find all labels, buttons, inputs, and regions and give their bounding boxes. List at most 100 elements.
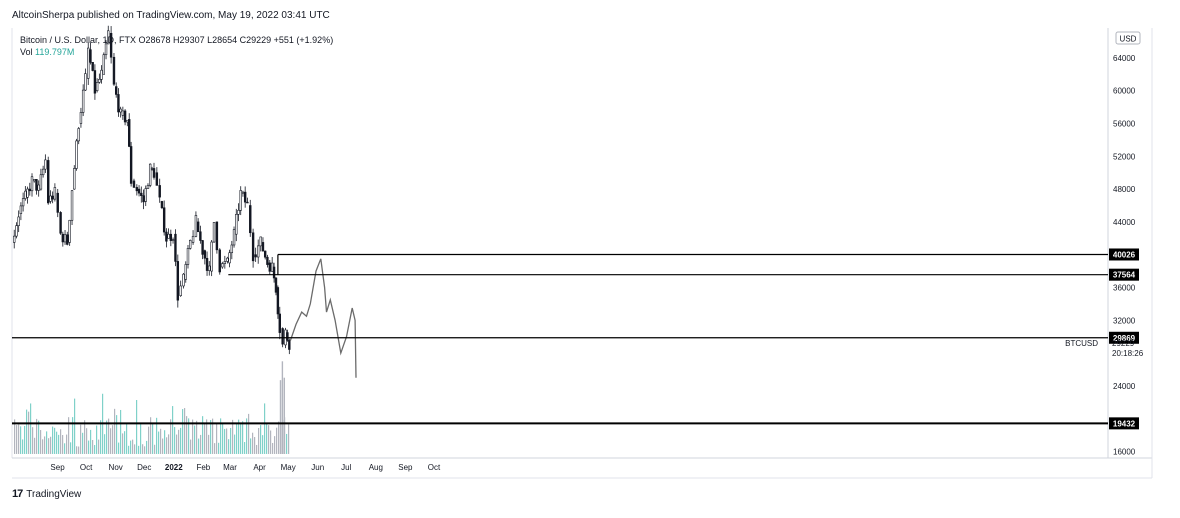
candle[interactable] [84, 73, 87, 91]
candle[interactable] [137, 188, 141, 194]
candle[interactable] [246, 201, 249, 204]
tradingview-footer[interactable]: 17 TradingView [12, 488, 81, 500]
candle[interactable] [117, 94, 120, 113]
candle[interactable] [135, 187, 139, 192]
candle[interactable] [81, 89, 85, 113]
candle[interactable] [274, 277, 278, 293]
candle[interactable] [241, 191, 245, 194]
candle[interactable] [171, 239, 175, 241]
candle[interactable] [266, 256, 269, 265]
candle[interactable] [212, 222, 216, 243]
candle[interactable] [208, 265, 211, 271]
candle[interactable] [68, 219, 71, 243]
candle[interactable] [91, 62, 94, 71]
candle[interactable] [223, 261, 227, 264]
projection-path[interactable] [289, 258, 357, 378]
candle[interactable] [158, 185, 161, 198]
candle[interactable] [114, 86, 118, 95]
candle[interactable] [61, 233, 65, 243]
candle[interactable] [66, 234, 69, 245]
candle[interactable] [288, 340, 291, 350]
candle[interactable] [186, 248, 190, 265]
candle[interactable] [129, 146, 133, 184]
candle[interactable] [263, 250, 267, 258]
candle[interactable] [51, 195, 54, 200]
candle[interactable] [205, 257, 209, 271]
candle[interactable] [237, 209, 240, 215]
candle[interactable] [199, 231, 202, 241]
candle[interactable] [221, 263, 224, 268]
candle[interactable] [15, 225, 18, 237]
candle[interactable] [39, 174, 43, 190]
candle[interactable] [132, 180, 136, 188]
candle[interactable] [89, 49, 92, 63]
candle[interactable] [286, 332, 289, 341]
candle[interactable] [37, 184, 40, 191]
candle[interactable] [26, 188, 29, 198]
candle[interactable] [249, 205, 252, 234]
candle[interactable] [140, 192, 143, 196]
candle[interactable] [150, 168, 154, 170]
candle[interactable] [56, 192, 59, 213]
candle[interactable] [243, 191, 247, 203]
candle[interactable] [53, 187, 57, 200]
candle[interactable] [276, 287, 280, 315]
candle[interactable] [28, 188, 31, 192]
candle[interactable] [95, 82, 99, 91]
candle[interactable] [33, 179, 36, 182]
candle[interactable] [235, 214, 238, 235]
candle[interactable] [44, 159, 47, 170]
candle[interactable] [112, 56, 116, 85]
candle[interactable] [102, 54, 106, 75]
candle[interactable] [19, 205, 23, 214]
candle[interactable] [179, 285, 182, 297]
candle[interactable] [75, 140, 78, 169]
candle[interactable] [160, 201, 164, 209]
candle[interactable] [148, 163, 152, 186]
candle[interactable] [218, 249, 221, 273]
candle[interactable] [49, 195, 52, 202]
candle[interactable] [251, 232, 255, 262]
candle[interactable] [259, 236, 262, 247]
candle[interactable] [144, 188, 147, 202]
candle[interactable] [146, 185, 150, 189]
candle[interactable] [100, 69, 103, 80]
candle[interactable] [270, 262, 274, 272]
candle[interactable] [59, 212, 62, 234]
candle[interactable] [128, 119, 131, 147]
candle[interactable] [77, 128, 80, 142]
candle[interactable] [13, 235, 16, 243]
candle[interactable] [35, 179, 38, 191]
candle[interactable] [21, 198, 25, 207]
candle[interactable] [196, 221, 200, 233]
candle[interactable] [107, 30, 110, 45]
candle[interactable] [142, 195, 145, 203]
candle[interactable] [98, 79, 101, 83]
candle[interactable] [41, 168, 45, 176]
candle[interactable] [201, 240, 204, 255]
candle[interactable] [109, 32, 113, 58]
candle[interactable] [272, 266, 276, 279]
candle[interactable] [126, 119, 129, 123]
candle[interactable] [228, 252, 231, 264]
candle[interactable] [70, 190, 74, 221]
candle[interactable] [254, 254, 257, 258]
candle[interactable] [226, 257, 229, 262]
candle[interactable] [17, 216, 20, 226]
candle[interactable] [210, 241, 213, 272]
candle[interactable] [169, 233, 173, 241]
candle[interactable] [165, 231, 168, 242]
candle[interactable] [155, 172, 159, 186]
candle[interactable] [184, 264, 187, 280]
candle[interactable] [256, 245, 260, 258]
candle[interactable] [162, 207, 166, 233]
candle[interactable] [123, 110, 127, 123]
candle[interactable] [215, 221, 219, 251]
candle[interactable] [167, 233, 170, 239]
candle[interactable] [232, 229, 236, 246]
candle[interactable] [119, 108, 122, 113]
candle[interactable] [174, 233, 177, 262]
candle[interactable] [87, 47, 90, 79]
